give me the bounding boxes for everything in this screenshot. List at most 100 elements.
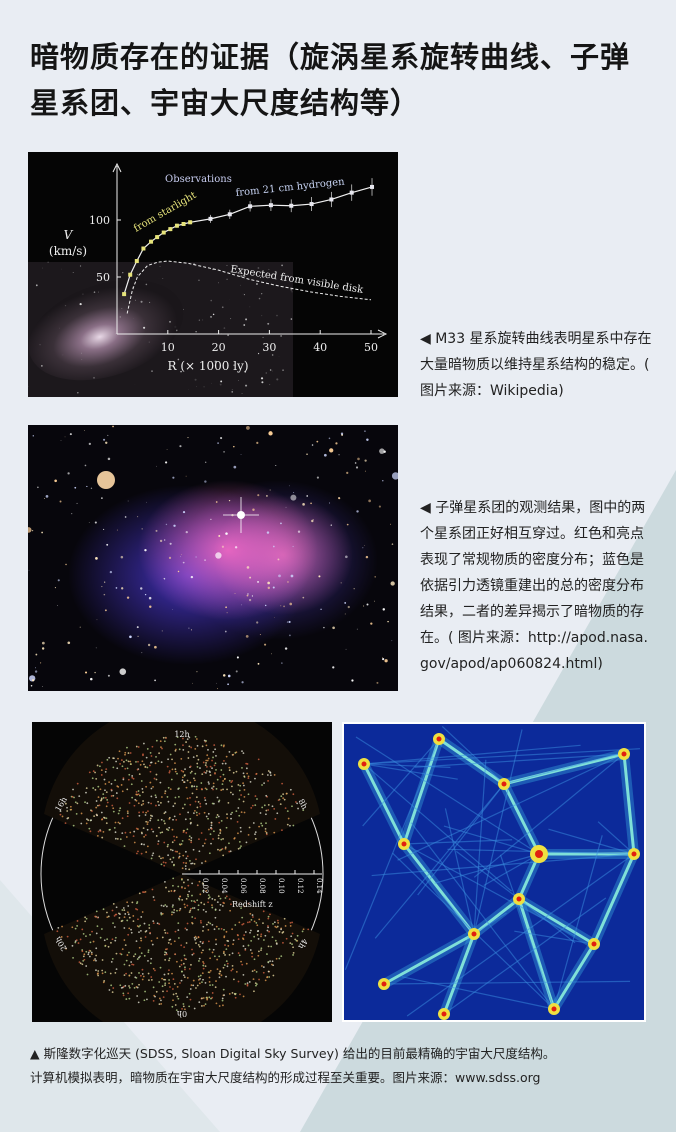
galaxy-point — [247, 921, 249, 924]
galaxy-point — [238, 798, 241, 801]
galaxy-point — [114, 779, 117, 782]
galaxy-dot — [366, 603, 369, 606]
galaxy-point — [128, 986, 131, 989]
galaxy-point — [131, 776, 134, 779]
galaxy-point — [204, 965, 207, 968]
galaxy-point — [224, 762, 227, 765]
galaxy-point — [98, 804, 101, 807]
star — [261, 293, 263, 295]
galaxy-point — [133, 841, 136, 844]
galaxy-point — [72, 956, 74, 959]
galaxy-point — [162, 990, 164, 993]
star — [243, 294, 245, 296]
galaxy-point — [179, 813, 181, 816]
galaxy-point — [184, 906, 187, 909]
galaxy-point — [110, 782, 113, 785]
galaxy-dot — [172, 609, 173, 610]
galaxy-dot — [204, 480, 207, 483]
galaxy-dot — [338, 497, 341, 500]
galaxy-point — [143, 763, 145, 766]
galaxy-point — [139, 955, 141, 958]
filament — [552, 943, 596, 1010]
galaxy-dot — [346, 471, 349, 475]
galaxy-point — [168, 957, 171, 960]
galaxy-point — [94, 958, 96, 960]
galaxy-dot — [364, 470, 366, 472]
galaxy-point — [144, 930, 147, 933]
galaxy-dot — [168, 556, 172, 560]
galaxy-point — [204, 787, 207, 790]
galaxy-point — [180, 963, 183, 966]
galaxy-point — [198, 982, 201, 985]
galaxy-point — [218, 1005, 221, 1007]
galaxy-dot — [105, 441, 108, 444]
thin-filament — [363, 763, 451, 768]
galaxy-dot — [226, 612, 228, 614]
galaxy-point — [198, 850, 201, 853]
galaxy-point — [117, 812, 120, 815]
galaxy-point — [215, 787, 218, 790]
galaxy-point — [171, 972, 173, 975]
galaxy-dot — [246, 426, 250, 430]
galaxy-point — [85, 917, 88, 920]
galaxy-dot — [67, 641, 71, 645]
galaxy-point — [143, 742, 145, 745]
galaxy-point — [242, 772, 245, 775]
galaxy-point — [197, 936, 200, 939]
filament — [402, 738, 441, 845]
galaxy-point — [196, 806, 199, 809]
annotation-observations: Observations — [165, 174, 232, 185]
galaxy-dot — [221, 545, 225, 548]
expected-curve — [126, 260, 372, 314]
galaxy-dot — [74, 486, 77, 489]
galaxy-point — [114, 913, 117, 916]
galaxy-point — [112, 810, 115, 813]
star — [42, 267, 43, 269]
galaxy-point — [94, 915, 97, 918]
galaxy-point — [191, 916, 194, 918]
star — [290, 288, 293, 291]
galaxy-point — [184, 865, 187, 867]
galaxy-point — [186, 855, 189, 858]
galaxy-point — [193, 1007, 196, 1010]
galaxy-point — [210, 842, 212, 845]
galaxy-point — [209, 765, 212, 768]
galaxy-point — [135, 745, 138, 748]
galaxy-point — [131, 796, 134, 799]
galaxy-point — [197, 943, 200, 946]
galaxy-point — [107, 915, 110, 918]
galaxy-point — [155, 990, 158, 993]
galaxy-point — [216, 901, 219, 904]
galaxy-point — [202, 890, 204, 892]
galaxy-point — [230, 903, 232, 906]
galaxy-dot — [44, 498, 45, 500]
galaxy-point — [213, 744, 216, 746]
galaxy-point — [162, 736, 165, 739]
thin-filament — [383, 980, 631, 985]
galaxy-dot — [196, 671, 198, 673]
galaxy-point — [190, 746, 193, 749]
galaxy-point — [145, 820, 148, 823]
thin-filament — [410, 822, 555, 1010]
galaxy-point — [166, 932, 169, 935]
galaxy-point — [95, 959, 97, 962]
galaxy-point — [173, 839, 176, 842]
galaxy-dot — [103, 593, 106, 596]
galaxy-point — [168, 959, 170, 962]
galaxy-point — [196, 899, 199, 902]
galaxy-point — [253, 958, 256, 961]
galaxy-dot — [218, 534, 221, 537]
galaxy-dot — [101, 586, 103, 588]
star — [81, 352, 83, 354]
galaxy-point — [150, 857, 153, 860]
galaxy-dot — [340, 582, 342, 584]
galaxy-point — [200, 951, 203, 954]
galaxy-point — [209, 957, 212, 960]
galaxy-dot — [306, 495, 309, 497]
galaxy-dot — [107, 457, 111, 461]
hour-label: 4h — [296, 937, 309, 950]
galaxy-point — [221, 847, 224, 850]
galaxy-dot — [306, 453, 308, 455]
star — [219, 383, 222, 386]
star — [148, 341, 150, 343]
